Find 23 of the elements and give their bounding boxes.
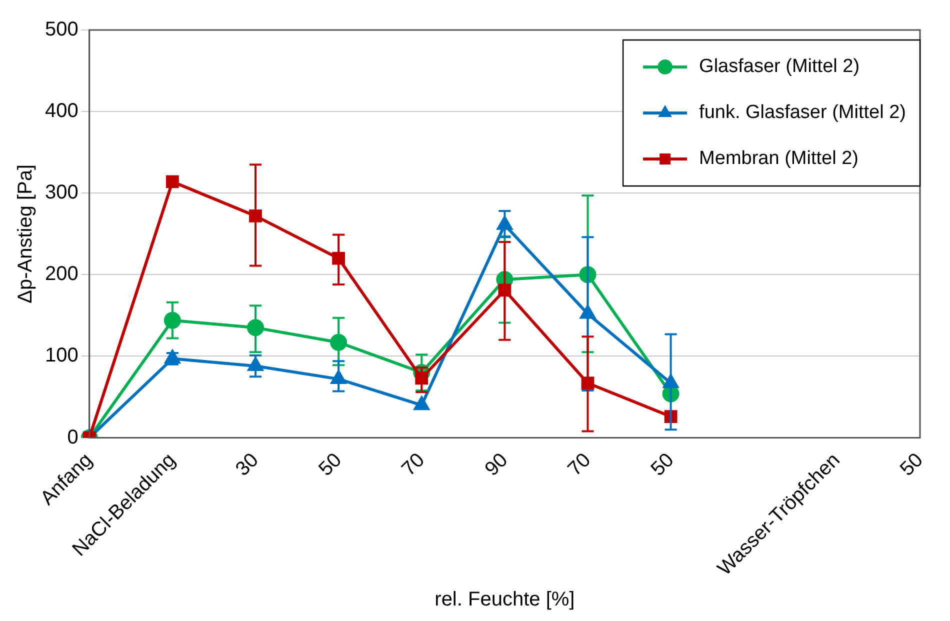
x-tick-label: 70 xyxy=(398,449,430,480)
legend-label: funk. Glasfaser (Mittel 2) xyxy=(699,102,906,124)
point xyxy=(332,252,346,265)
x-tick-label: 70 xyxy=(564,449,596,480)
y-tick-label: 400 xyxy=(44,100,78,122)
legend-label: Glasfaser (Mittel 2) xyxy=(699,56,860,78)
y-tick-label: 300 xyxy=(44,182,78,204)
point xyxy=(166,175,179,188)
point xyxy=(498,284,512,297)
x-axis-title: rel. Feuchte [%] xyxy=(434,588,575,611)
y-axis-title: Δp-Anstieg [Pa] xyxy=(14,164,37,304)
x-tick-label: 30 xyxy=(232,449,263,480)
x-tick-label: 90 xyxy=(480,449,512,480)
y-tick-label: 100 xyxy=(44,344,78,367)
x-tick-label: 50 xyxy=(314,449,346,480)
x-tick-label: 50 xyxy=(646,449,678,480)
y-tick-label: 0 xyxy=(67,426,78,448)
x-tick-label: 50 xyxy=(896,449,928,480)
point xyxy=(249,209,262,222)
y-tick-label: 200 xyxy=(44,263,78,286)
point xyxy=(414,396,430,410)
legend-label: Membran (Mittel 2) xyxy=(699,148,858,170)
y-tick-label: 500 xyxy=(44,18,78,41)
